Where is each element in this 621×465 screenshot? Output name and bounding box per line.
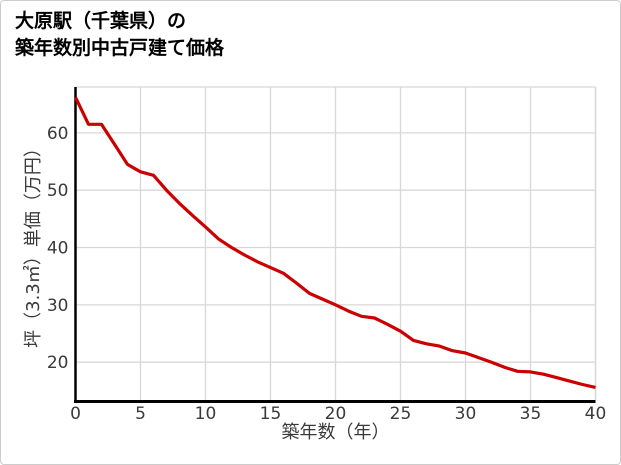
x-tick-label: 5 (135, 404, 146, 424)
x-tick-label: 40 (585, 404, 607, 424)
price-line (74, 96, 596, 389)
chart-title: 大原駅（千葉県）の築年数別中古戸建て価格 (15, 8, 224, 62)
y-tick-label: 60 (47, 124, 69, 144)
y-tick-label: 50 (47, 181, 69, 201)
y-tick-label: 30 (47, 296, 69, 316)
x-tick-label: 25 (390, 404, 412, 424)
x-tick-label: 30 (455, 404, 477, 424)
x-tick-label: 0 (70, 404, 81, 424)
x-axis-label: 築年数（年） (282, 422, 390, 443)
chart-title-line1: 大原駅（千葉県）の (15, 10, 187, 32)
y-axis-label: 坪（3.3㎡）単価（万円） (22, 139, 44, 348)
x-tick-label: 35 (520, 404, 542, 424)
x-tick-label: 15 (260, 404, 282, 424)
y-tick-label: 40 (47, 239, 69, 259)
y-tick-label: 20 (47, 353, 69, 373)
x-tick-label: 10 (195, 404, 217, 424)
x-tick-label: 20 (325, 404, 347, 424)
chart-title-line2: 築年数別中古戸建て価格 (15, 37, 225, 59)
